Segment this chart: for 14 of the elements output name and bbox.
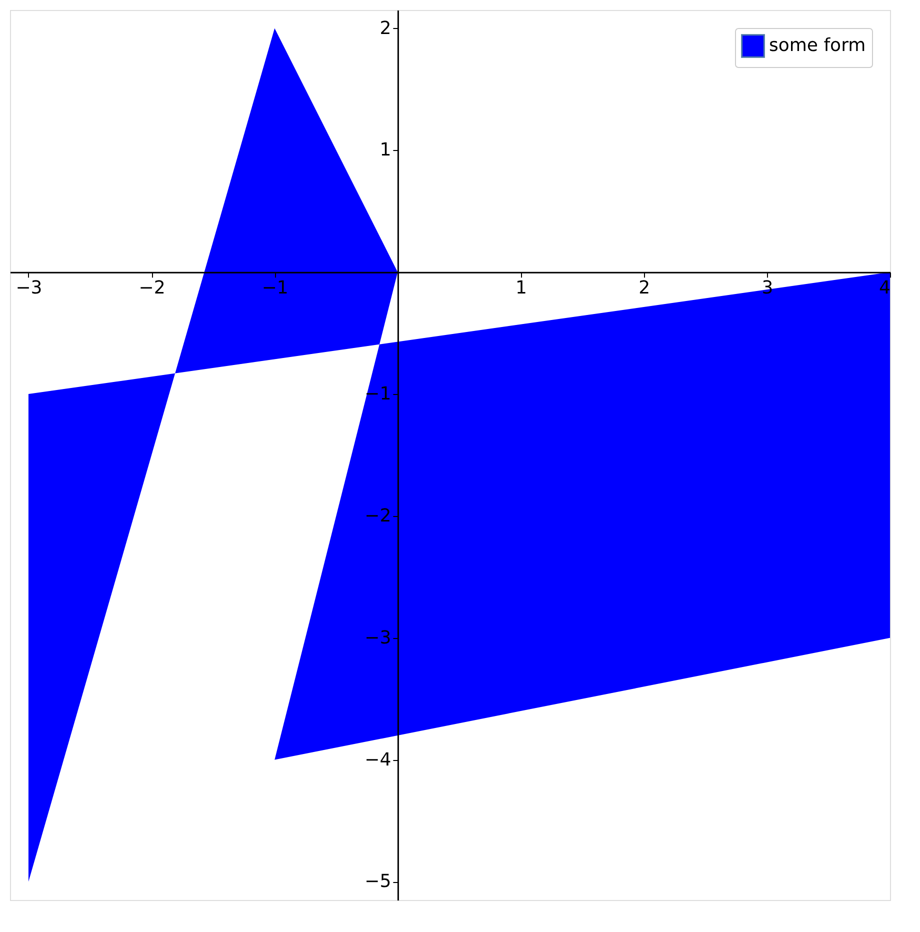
legend-label: some form [769,35,866,56]
x-tick-label: 2 [638,278,650,299]
y-tick-label: 1 [380,140,392,161]
y-tick-label: −2 [364,505,392,526]
y-tick-label: −1 [364,384,392,405]
x-tick-label: −1 [262,278,288,299]
y-tick-label: −5 [364,871,392,892]
x-tick-label: −2 [138,278,166,299]
y-tick-label: −3 [364,627,392,648]
x-tick-label: −3 [16,278,42,299]
x-tick-label: 1 [516,278,527,299]
y-tick-label: −4 [364,749,392,770]
y-tick-label: 2 [380,18,392,39]
x-tick-label: 4 [879,278,890,299]
